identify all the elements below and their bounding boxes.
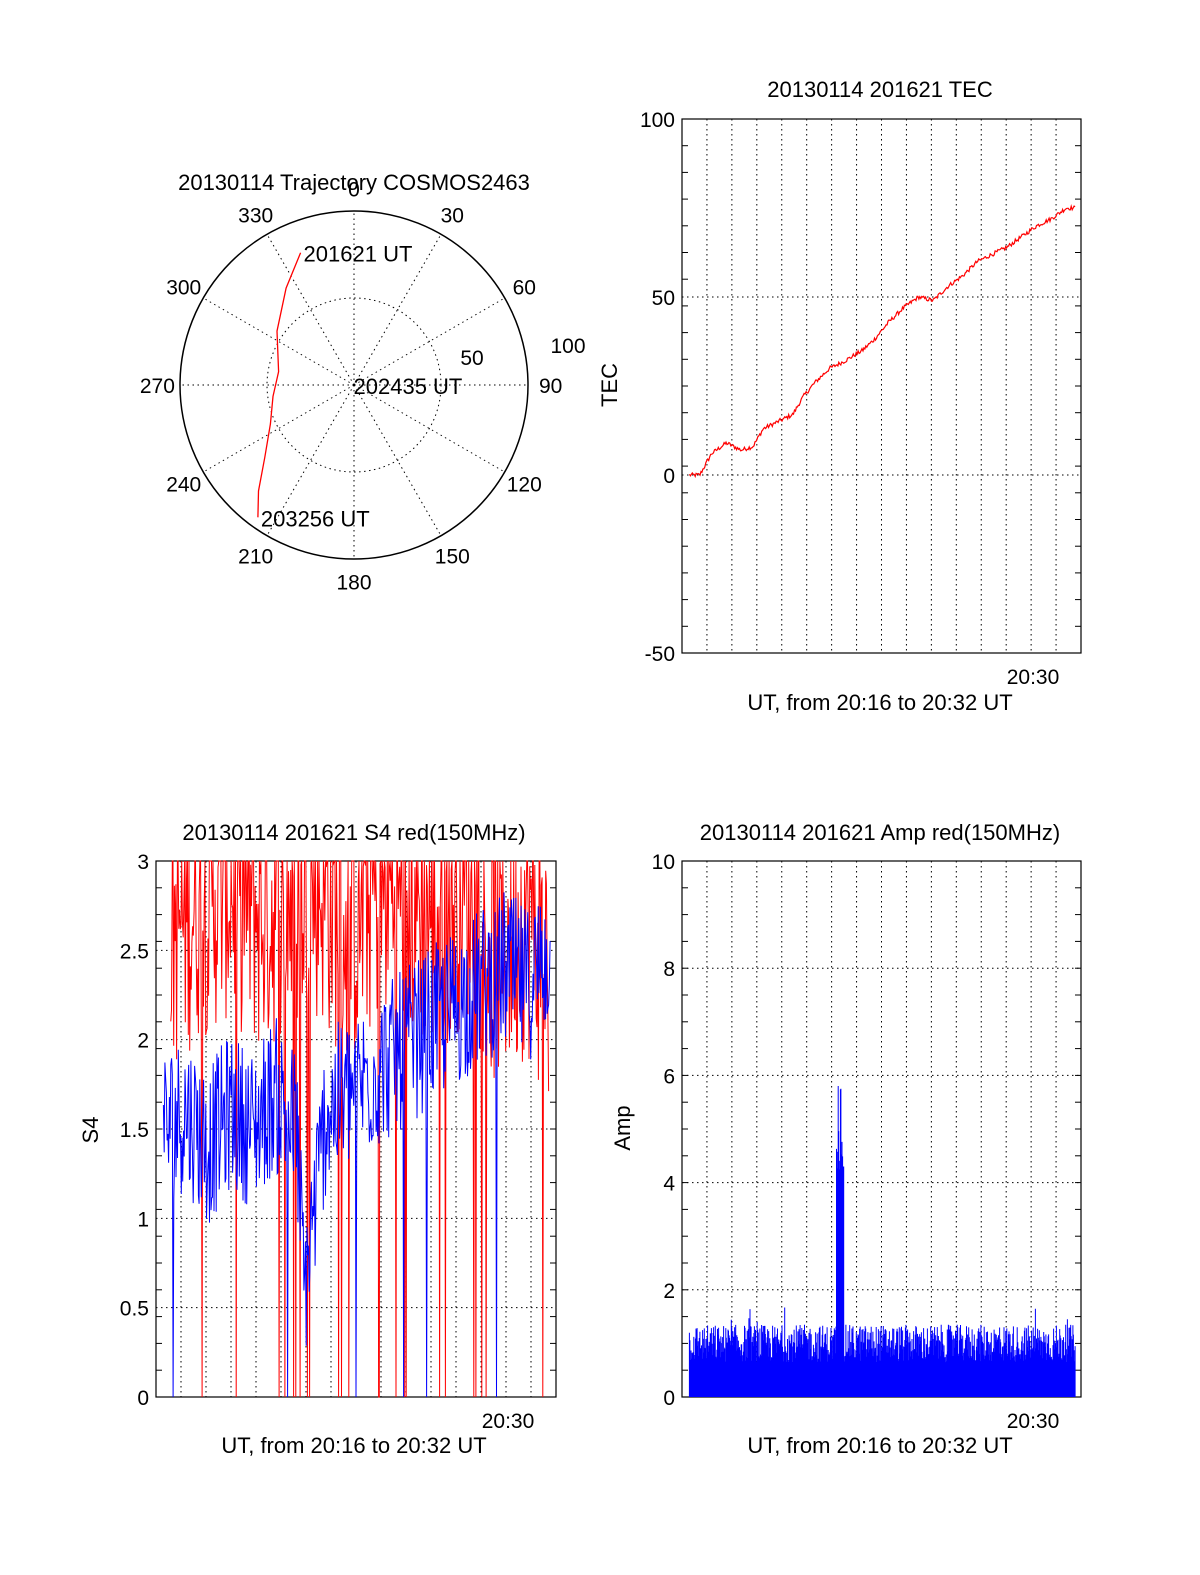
ytick-label-1.5: 1.5 bbox=[120, 1119, 149, 1142]
polar-azimuth-labels: 0 30 60 90 120 150 180 210 240 270 300 330 50 100 bbox=[140, 178, 586, 594]
polar-inner-circle bbox=[266, 297, 442, 473]
polar-grid bbox=[179, 210, 529, 560]
polar-spoke bbox=[353, 297, 505, 386]
ytick-label-0.5: 0.5 bbox=[120, 1298, 149, 1321]
polar-spoke bbox=[203, 297, 355, 386]
ytick-label-0: 0 bbox=[137, 1387, 149, 1410]
amp-grid: 10 8 6 4 2 0 20:30 bbox=[652, 851, 1082, 1433]
azimuth-label-120: 120 bbox=[507, 473, 542, 496]
ytick-label-100: 100 bbox=[640, 109, 675, 132]
azimuth-label-60: 60 bbox=[513, 277, 536, 300]
trajectory-annotation-1: 202435 UT bbox=[354, 374, 463, 399]
ytick-label-2.5: 2.5 bbox=[120, 940, 149, 963]
ytick-label-10: 10 bbox=[652, 851, 675, 874]
ytick-label-2: 2 bbox=[663, 1280, 675, 1303]
tec-title: 20130114 201621 TEC bbox=[767, 77, 993, 102]
s4-series bbox=[162, 860, 551, 1398]
azimuth-label-0: 0 bbox=[348, 178, 360, 201]
ytick-label-3: 3 bbox=[137, 851, 149, 874]
trajectory-annotation-0: 201621 UT bbox=[304, 242, 413, 267]
xtick-label: 20:30 bbox=[1007, 1410, 1060, 1433]
azimuth-label-150: 150 bbox=[435, 545, 470, 568]
ytick-label-0: 0 bbox=[663, 465, 675, 488]
azimuth-label-180: 180 bbox=[336, 572, 371, 595]
amp-series bbox=[688, 1086, 1076, 1397]
trajectory-line bbox=[257, 252, 302, 518]
s4-xlabel: UT, from 20:16 to 20:32 UT bbox=[221, 1433, 486, 1458]
ytick-label-0: 0 bbox=[663, 1387, 675, 1410]
tec-grid: 100 50 0 -50 20:30 bbox=[640, 109, 1082, 689]
s4-title: 20130114 201621 S4 red(150MHz) bbox=[182, 820, 525, 845]
azimuth-label-30: 30 bbox=[441, 205, 464, 228]
s4-red-line bbox=[170, 860, 550, 1398]
tec-line bbox=[688, 203, 1076, 479]
ytick-label-8: 8 bbox=[663, 958, 675, 981]
azimuth-label-270: 270 bbox=[140, 375, 175, 398]
amp-ylabel: Amp bbox=[610, 1105, 635, 1150]
trajectory-title: 20130114 Trajectory COSMOS2463 bbox=[178, 170, 530, 195]
tec-series bbox=[688, 203, 1076, 479]
amp-bars bbox=[688, 1086, 1076, 1397]
xtick-label: 20:30 bbox=[482, 1410, 535, 1433]
ytick-label-1: 1 bbox=[137, 1208, 149, 1231]
polar-spoke bbox=[203, 384, 355, 473]
ytick-label-2: 2 bbox=[137, 1030, 149, 1053]
azimuth-label-210: 210 bbox=[238, 545, 273, 568]
tec-xlabel: UT, from 20:16 to 20:32 UT bbox=[747, 690, 1012, 715]
ytick-label-50: 50 bbox=[652, 287, 675, 310]
polar-spoke bbox=[353, 234, 442, 386]
polar-spoke bbox=[266, 384, 355, 536]
polar-spoke bbox=[353, 384, 442, 536]
polar-outer-circle bbox=[179, 210, 529, 560]
amp-xlabel: UT, from 20:16 to 20:32 UT bbox=[747, 1433, 1012, 1458]
radial-label-50: 50 bbox=[460, 347, 483, 370]
polar-spoke bbox=[353, 384, 505, 473]
polar-spoke bbox=[266, 234, 355, 386]
amp-title: 20130114 201621 Amp red(150MHz) bbox=[700, 820, 1060, 845]
trajectory-annotation-2: 203256 UT bbox=[261, 506, 370, 531]
azimuth-label-90: 90 bbox=[539, 375, 562, 398]
s4-chart: 20130114 201621 S4 red(150MHz) 0 0.5 1 1.5 2… bbox=[78, 820, 557, 1458]
plot-frame bbox=[681, 118, 1082, 654]
azimuth-label-330: 330 bbox=[238, 205, 273, 228]
ytick-label-4: 4 bbox=[663, 1173, 675, 1196]
azimuth-label-300: 300 bbox=[166, 277, 201, 300]
tec-chart: 20130114 201621 TEC 100 50 0 -50 20:30 UT, f… bbox=[597, 77, 1082, 715]
azimuth-label-240: 240 bbox=[166, 473, 201, 496]
s4-blue-line bbox=[162, 892, 551, 1398]
trajectory-chart: 20130114 Trajectory COSMOS2463 0 30 60 90 12… bbox=[140, 170, 586, 595]
radial-label-100: 100 bbox=[550, 335, 585, 358]
ytick-label-6: 6 bbox=[663, 1065, 675, 1088]
tec-ylabel: TEC bbox=[597, 363, 622, 407]
amp-chart: 20130114 201621 Amp red(150MHz) 10 8 6 4 2 0 2… bbox=[610, 820, 1082, 1458]
trajectory-series: 201621 UT 202435 UT 203256 UT bbox=[257, 242, 463, 531]
xtick-label: 20:30 bbox=[1007, 666, 1060, 689]
s4-ylabel: S4 bbox=[78, 1117, 103, 1144]
ytick-label--50: -50 bbox=[645, 643, 675, 666]
